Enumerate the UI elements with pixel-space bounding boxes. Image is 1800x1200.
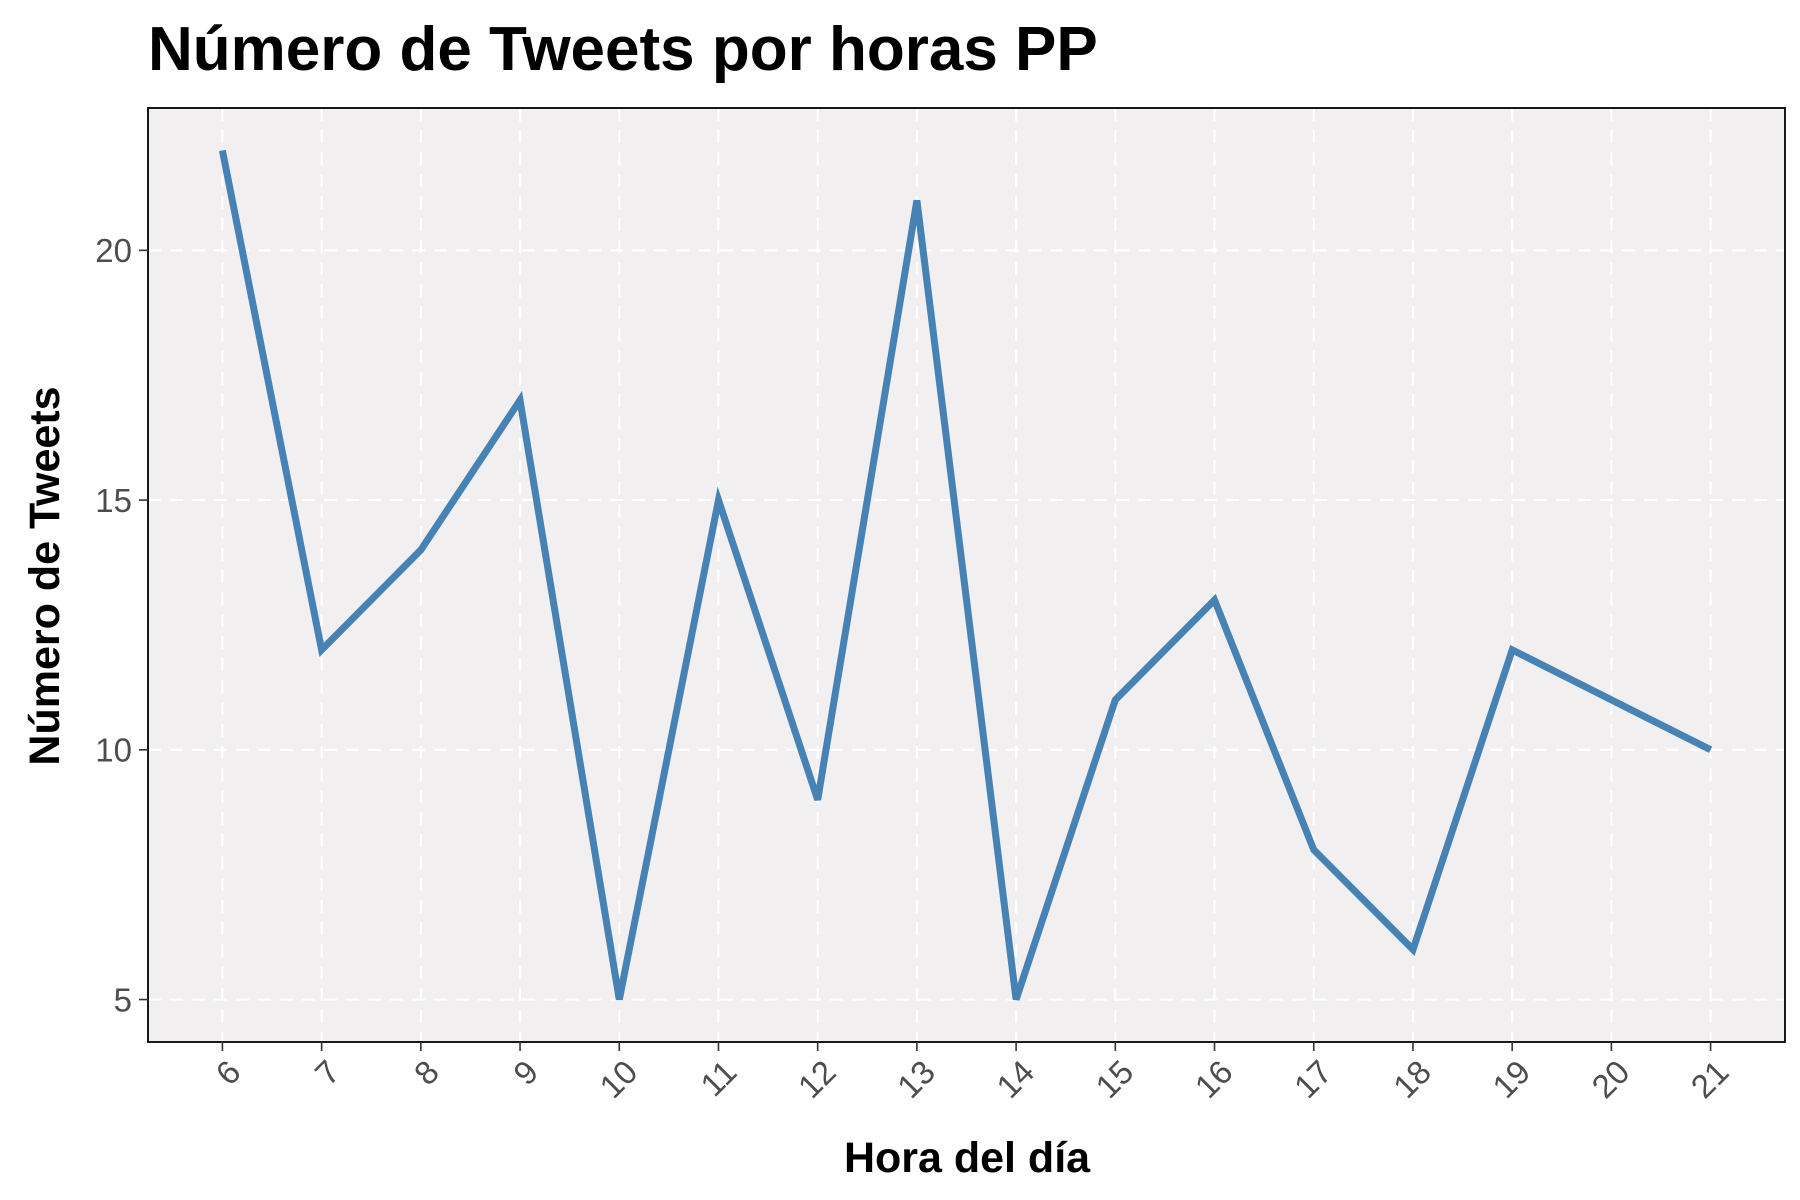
data-point <box>417 547 424 554</box>
series-layer <box>218 147 1714 1003</box>
data-point <box>1409 946 1416 953</box>
x-tick-label: 19 <box>1485 1053 1537 1105</box>
chart-title: Número de Tweets por horas PP <box>148 15 1098 84</box>
data-point <box>616 996 623 1003</box>
x-tick-label: 21 <box>1684 1053 1736 1105</box>
x-tick-label: 12 <box>791 1053 843 1105</box>
data-point <box>1509 646 1516 653</box>
x-tick-label: 14 <box>989 1053 1041 1105</box>
x-tick-label: 11 <box>693 1053 743 1103</box>
data-point <box>715 497 722 504</box>
x-tick-label: 17 <box>1287 1053 1339 1105</box>
x-tick-label: 10 <box>592 1053 644 1105</box>
y-tick-label: 20 <box>95 232 132 269</box>
x-tick-label: 18 <box>1386 1053 1438 1105</box>
x-tick-label: 15 <box>1088 1053 1140 1105</box>
data-point <box>517 397 524 404</box>
data-point <box>1608 696 1615 703</box>
series-line <box>218 149 1713 1001</box>
y-axis-title: Número de Tweets <box>21 386 69 765</box>
x-axis: 6 7 8 9 10 11 12 13 14 15 16 17 18 19 20 21 <box>208 1042 1736 1105</box>
plot-border <box>147 107 1786 1043</box>
data-point <box>1112 696 1119 703</box>
data-point <box>318 646 325 653</box>
x-tick-label: 16 <box>1188 1053 1240 1105</box>
y-tick-label: 10 <box>95 732 132 769</box>
x-tick-label: 6 <box>208 1053 247 1092</box>
data-point <box>219 147 226 154</box>
data-point <box>913 197 920 204</box>
y-tick-label: 15 <box>95 482 132 519</box>
data-point <box>1707 746 1714 753</box>
data-point <box>814 796 821 803</box>
x-tick-label: 8 <box>407 1053 446 1092</box>
y-tick-label: 5 <box>114 981 132 1018</box>
y-axis: 5 10 15 20 <box>95 232 148 1018</box>
x-axis-title: Hora del día <box>844 1134 1091 1182</box>
data-point <box>1211 596 1218 603</box>
data-point <box>1310 846 1317 853</box>
x-tick-label: 7 <box>308 1053 347 1092</box>
data-point <box>1013 996 1020 1003</box>
x-tick-label: 9 <box>506 1053 545 1092</box>
x-tick-label: 20 <box>1584 1053 1636 1105</box>
grid-lines <box>148 108 1785 1042</box>
x-tick-label: 13 <box>890 1053 942 1105</box>
